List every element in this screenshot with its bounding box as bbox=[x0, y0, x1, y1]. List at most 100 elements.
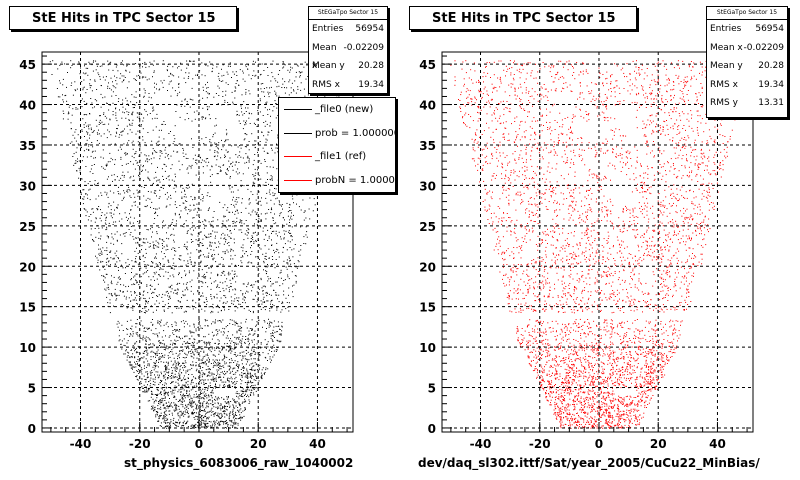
hit-point bbox=[265, 255, 267, 257]
hit-point bbox=[167, 422, 169, 423]
hit-point bbox=[89, 63, 90, 65]
hit-point bbox=[256, 126, 258, 127]
hit-point bbox=[172, 389, 174, 391]
hit-point bbox=[205, 64, 207, 66]
hit-point bbox=[104, 250, 106, 251]
hit-point bbox=[244, 398, 246, 400]
hit-point bbox=[152, 231, 153, 233]
hit-point bbox=[187, 420, 189, 422]
hit-point bbox=[178, 160, 180, 162]
hit-point bbox=[270, 228, 272, 229]
hit-point bbox=[245, 133, 247, 135]
hit-point bbox=[107, 302, 109, 304]
hit-point bbox=[155, 399, 157, 401]
hit-point bbox=[185, 382, 187, 384]
hit-point bbox=[165, 369, 166, 371]
hit-point bbox=[282, 246, 284, 248]
hit-point bbox=[179, 353, 181, 355]
hit-point bbox=[214, 143, 216, 145]
hit-point bbox=[231, 386, 233, 387]
hit-point bbox=[143, 290, 145, 292]
hit-point bbox=[223, 216, 225, 218]
hit-point bbox=[256, 324, 257, 326]
hit-point bbox=[215, 383, 216, 385]
hit-point bbox=[295, 266, 297, 268]
hit-point bbox=[128, 140, 130, 142]
hit-point bbox=[236, 114, 238, 116]
hit-point bbox=[171, 393, 173, 395]
hit-point bbox=[251, 284, 252, 286]
hit-point bbox=[119, 146, 121, 148]
hit-point bbox=[287, 215, 289, 217]
hit-point bbox=[177, 412, 179, 414]
hit-point bbox=[115, 80, 117, 82]
hit-point bbox=[167, 361, 169, 363]
hit-point bbox=[239, 374, 241, 376]
hit-point bbox=[211, 379, 213, 381]
hit-point bbox=[196, 350, 198, 352]
hit-point bbox=[269, 122, 271, 124]
hit-point bbox=[255, 295, 256, 297]
hit-point bbox=[89, 188, 91, 190]
hit-point bbox=[228, 211, 230, 213]
hit-point bbox=[121, 174, 123, 176]
hit-point bbox=[154, 92, 156, 94]
hit-point bbox=[140, 238, 142, 240]
hit-point bbox=[111, 236, 113, 238]
hit-point bbox=[282, 251, 284, 253]
hit-point bbox=[211, 397, 213, 399]
hit-point bbox=[156, 365, 158, 367]
hit-point bbox=[144, 92, 146, 94]
hit-point bbox=[87, 183, 89, 185]
hit-point bbox=[154, 266, 156, 268]
hit-point bbox=[202, 198, 204, 199]
hit-point bbox=[223, 271, 225, 273]
hit-point bbox=[247, 394, 249, 396]
hit-point bbox=[268, 248, 270, 250]
hit-point bbox=[200, 242, 202, 243]
hit-point bbox=[178, 76, 180, 78]
hit-point bbox=[81, 178, 83, 180]
hit-point bbox=[73, 153, 75, 155]
hit-point bbox=[241, 395, 243, 397]
hit-point bbox=[104, 214, 106, 216]
hit-point bbox=[253, 394, 255, 396]
hit-point bbox=[157, 283, 159, 285]
hit-point bbox=[324, 94, 326, 96]
hit-point bbox=[232, 211, 233, 213]
hit-point bbox=[167, 278, 169, 280]
hit-point bbox=[62, 78, 64, 80]
hit-point bbox=[192, 308, 194, 310]
hit-point bbox=[200, 199, 202, 201]
hit-point bbox=[102, 76, 104, 78]
hit-point bbox=[122, 111, 124, 113]
hit-point bbox=[196, 211, 198, 213]
hit-point bbox=[252, 382, 254, 383]
hit-point bbox=[170, 155, 172, 157]
hit-point bbox=[270, 86, 272, 88]
hit-point bbox=[156, 180, 158, 182]
hit-point bbox=[209, 241, 211, 243]
hit-point bbox=[143, 361, 145, 363]
hit-point bbox=[199, 404, 201, 406]
hit-point bbox=[107, 261, 109, 263]
hit-point bbox=[187, 77, 189, 79]
hit-point bbox=[82, 198, 84, 200]
hit-point bbox=[158, 361, 159, 363]
hit-point bbox=[222, 421, 224, 422]
hit-point bbox=[130, 101, 132, 103]
hit-point bbox=[245, 122, 246, 123]
hit-point bbox=[230, 163, 232, 164]
hit-point bbox=[243, 283, 245, 285]
hit-point bbox=[173, 334, 175, 335]
hit-point bbox=[256, 301, 258, 303]
hit-point bbox=[247, 376, 249, 378]
hit-point bbox=[180, 255, 182, 257]
hit-point bbox=[241, 376, 243, 378]
hit-point bbox=[193, 229, 194, 231]
hit-point bbox=[116, 207, 118, 209]
hit-point bbox=[228, 380, 230, 382]
hit-point bbox=[241, 351, 243, 353]
hit-point bbox=[189, 331, 191, 333]
hit-point bbox=[219, 384, 221, 386]
